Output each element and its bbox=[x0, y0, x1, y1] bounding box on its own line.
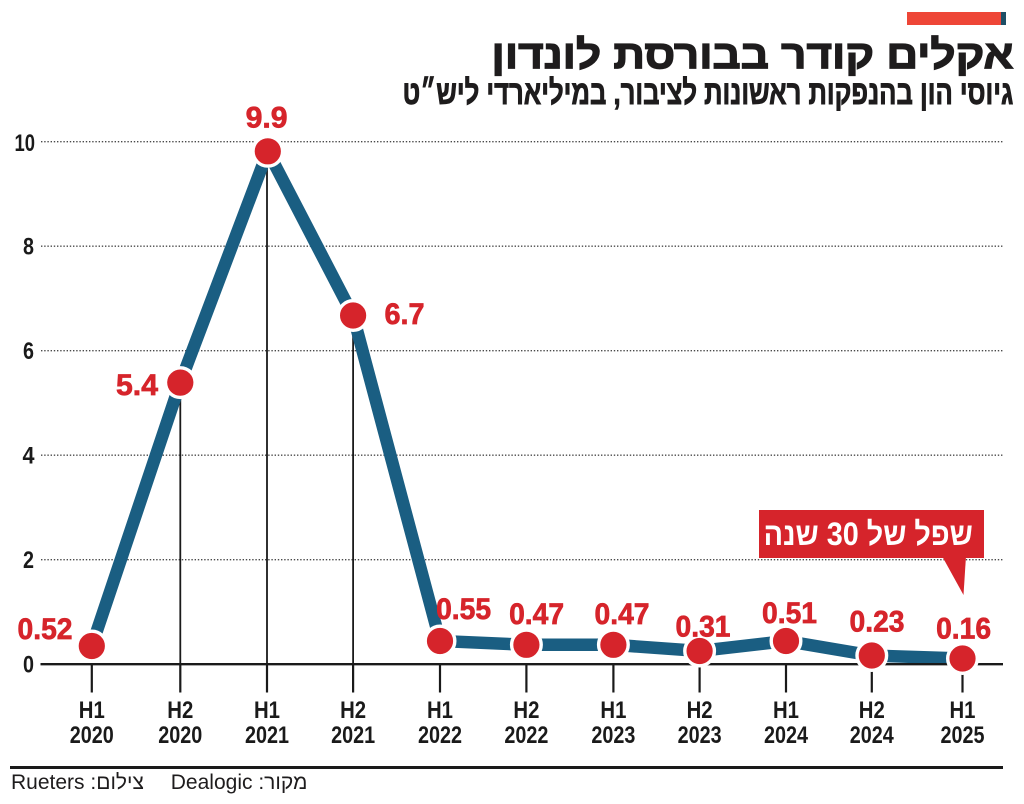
svg-text:0.52: 0.52 bbox=[18, 613, 73, 646]
svg-text:5.4: 5.4 bbox=[116, 369, 158, 402]
svg-text:H1: H1 bbox=[950, 697, 976, 724]
svg-text:9.9: 9.9 bbox=[246, 102, 288, 135]
svg-text:0: 0 bbox=[23, 652, 34, 679]
svg-text:0.47: 0.47 bbox=[595, 598, 650, 631]
svg-text:2023: 2023 bbox=[678, 722, 722, 749]
svg-text:2022: 2022 bbox=[418, 722, 462, 749]
svg-text:0.55: 0.55 bbox=[436, 593, 491, 626]
svg-text:H2: H2 bbox=[513, 697, 539, 724]
svg-text:0.16: 0.16 bbox=[936, 613, 991, 646]
svg-text:H1: H1 bbox=[427, 697, 453, 724]
svg-text:H1: H1 bbox=[600, 697, 626, 724]
svg-text:2020: 2020 bbox=[158, 722, 202, 749]
svg-text:2022: 2022 bbox=[504, 722, 548, 749]
svg-text:0.47: 0.47 bbox=[509, 598, 564, 631]
svg-text:H1: H1 bbox=[79, 697, 105, 724]
svg-text:0.51: 0.51 bbox=[762, 597, 817, 630]
svg-text:4: 4 bbox=[23, 443, 36, 470]
svg-text:2021: 2021 bbox=[331, 722, 375, 749]
svg-text:H1: H1 bbox=[254, 697, 280, 724]
svg-text:10: 10 bbox=[15, 130, 36, 157]
svg-text:H1: H1 bbox=[773, 697, 799, 724]
svg-text:H2: H2 bbox=[340, 697, 366, 724]
svg-text:0.31: 0.31 bbox=[676, 611, 731, 644]
svg-text:2024: 2024 bbox=[764, 722, 808, 749]
svg-text:6: 6 bbox=[23, 338, 34, 365]
svg-text:2023: 2023 bbox=[591, 722, 635, 749]
svg-text:8: 8 bbox=[23, 234, 34, 261]
svg-text:2: 2 bbox=[23, 547, 34, 574]
svg-text:2020: 2020 bbox=[70, 722, 114, 749]
svg-text:H2: H2 bbox=[167, 697, 193, 724]
svg-text:2025: 2025 bbox=[941, 722, 985, 749]
svg-text:H2: H2 bbox=[859, 697, 885, 724]
svg-text:2024: 2024 bbox=[850, 722, 894, 749]
svg-text:H2: H2 bbox=[687, 697, 713, 724]
svg-text:0.23: 0.23 bbox=[850, 606, 905, 639]
svg-text:2021: 2021 bbox=[245, 722, 289, 749]
svg-text:6.7: 6.7 bbox=[385, 298, 425, 331]
